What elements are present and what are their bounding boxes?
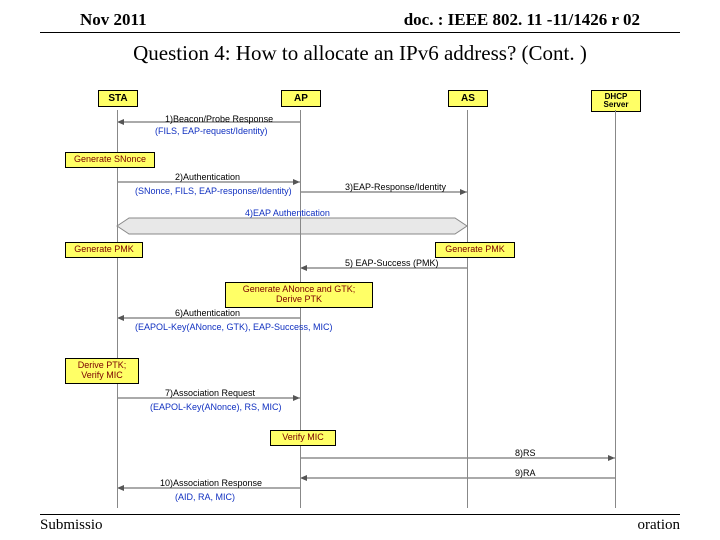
- msg-14: (AID, RA, MIC): [175, 492, 235, 502]
- lifeline-as: [467, 110, 468, 508]
- action-gen_pmk_as: Generate PMK: [435, 242, 515, 258]
- action-gen_pmk_sta: Generate PMK: [65, 242, 143, 258]
- page-title: Question 4: How to allocate an IPv6 addr…: [0, 41, 720, 66]
- msg-13: 10)Association Response: [160, 478, 262, 488]
- msg-6: 5) EAP-Success (PMK): [345, 258, 439, 268]
- msg-3: 3)EAP-Response/Identity: [345, 182, 446, 192]
- lifeline-dhcp: [615, 110, 616, 508]
- msg-12: 9)RA: [515, 468, 536, 478]
- header-doc: doc. : IEEE 802. 11 -11/1426 r 02: [404, 10, 640, 30]
- msg-5: 4)EAP Authentication: [245, 208, 330, 218]
- actor-ap: AP: [281, 90, 321, 107]
- msg-0: 1)Beacon/Probe Response: [165, 114, 273, 124]
- action-verify_mic: Verify MIC: [270, 430, 336, 446]
- msg-1: (FILS, EAP-request/Identity): [155, 126, 268, 136]
- sequence-diagram: STAAPASDHCP ServerGenerate SNonceGenerat…: [75, 90, 665, 510]
- lifeline-sta: [117, 110, 118, 508]
- lifeline-ap: [300, 110, 301, 508]
- msg-10: (EAPOL-Key(ANonce), RS, MIC): [150, 402, 282, 412]
- action-gen_snonce: Generate SNonce: [65, 152, 155, 168]
- msg-7: 6)Authentication: [175, 308, 240, 318]
- action-derive_ptk: Derive PTK; Verify MIC: [65, 358, 139, 384]
- actor-sta: STA: [98, 90, 138, 107]
- msg-4: (SNonce, FILS, EAP-response/Identity): [135, 186, 292, 196]
- msg-9: 7)Association Request: [165, 388, 255, 398]
- footer-right: oration: [638, 517, 681, 534]
- actor-dhcp: DHCP Server: [591, 90, 641, 112]
- header-date: Nov 2011: [80, 10, 147, 30]
- msg-11: 8)RS: [515, 448, 536, 458]
- footer-left: Submissio: [40, 517, 103, 534]
- action-gen_anonce: Generate ANonce and GTK; Derive PTK: [225, 282, 373, 308]
- actor-as: AS: [448, 90, 488, 107]
- msg-2: 2)Authentication: [175, 172, 240, 182]
- msg-8: (EAPOL-Key(ANonce, GTK), EAP-Success, MI…: [135, 322, 333, 332]
